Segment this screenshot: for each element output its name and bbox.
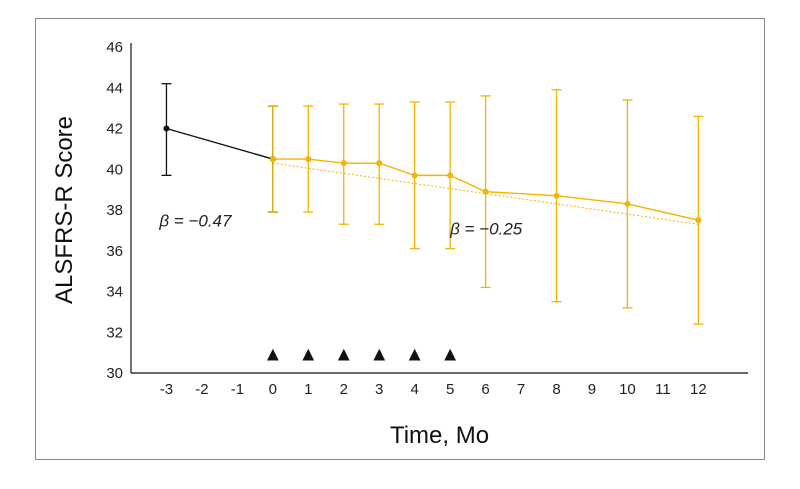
y-tick-label: 40 <box>106 161 123 178</box>
x-tick-label: -1 <box>231 381 244 398</box>
data-points <box>163 125 702 224</box>
y-tick-label: 36 <box>106 243 123 260</box>
y-tick-label: 44 <box>106 80 123 97</box>
series-line-1 <box>272 158 699 221</box>
x-tick-label: 12 <box>690 381 707 398</box>
x-tick-label: -3 <box>160 381 173 398</box>
x-tick-label: -2 <box>195 381 208 398</box>
y-tick-label: 34 <box>106 284 123 301</box>
x-tick-label: 4 <box>411 381 419 398</box>
y-axis-label: ALSFRS-R Score <box>51 116 78 304</box>
dose-marker-triangle: ▲ <box>369 344 389 366</box>
x-tick-label: 8 <box>552 381 560 398</box>
x-tick-label: 6 <box>481 381 489 398</box>
y-tick-label: 38 <box>106 202 123 219</box>
data-point <box>269 156 276 163</box>
x-tick-label: 1 <box>304 381 312 398</box>
beta-annotation: β = −0.47 <box>158 211 232 230</box>
dose-marker-triangle: ▲ <box>263 344 283 366</box>
data-point <box>376 160 383 167</box>
data-point <box>447 172 454 179</box>
x-axis-label: Time, Mo <box>390 422 489 449</box>
data-point <box>482 188 489 195</box>
series-lines <box>166 127 699 225</box>
y-tick-label: 42 <box>106 121 123 138</box>
dose-marker-triangle: ▲ <box>440 344 460 366</box>
x-tick-label: 2 <box>340 381 348 398</box>
x-tick-label: 7 <box>517 381 525 398</box>
beta-annotation: β = −0.25 <box>449 219 523 238</box>
dose-markers: ▲ ▲ ▲ ▲ ▲ ▲ <box>263 344 460 366</box>
y-tick-label: 32 <box>106 324 123 341</box>
y-tick-label: 30 <box>106 365 123 382</box>
data-point <box>305 156 312 163</box>
dose-marker-triangle: ▲ <box>298 344 318 366</box>
data-point <box>411 172 418 179</box>
data-point <box>340 160 347 167</box>
chart-frame: 30 32 34 36 38 40 42 44 46 -3 -2 -1 0 1 2 3 4 5 6 7 8 9 10 11 12… <box>35 18 765 460</box>
x-tick-label: 3 <box>375 381 383 398</box>
y-tick-label: 46 <box>106 39 123 56</box>
x-tick-label: 11 <box>655 381 671 398</box>
series-line-0 <box>166 127 274 160</box>
data-point <box>163 125 170 132</box>
chart-text: Time, Mo ALSFRS-R Score β = −0.47 β = −0.… <box>51 116 523 449</box>
error-bars <box>161 83 704 325</box>
x-tick-label: 0 <box>269 381 277 398</box>
data-point <box>553 192 560 199</box>
x-tick-label: 5 <box>446 381 454 398</box>
data-point <box>624 200 631 207</box>
dose-marker-triangle: ▲ <box>405 344 425 366</box>
dose-marker-triangle: ▲ <box>334 344 354 366</box>
data-point <box>695 217 702 224</box>
x-tick-label: 9 <box>588 381 596 398</box>
x-tick-label: 10 <box>619 381 636 398</box>
